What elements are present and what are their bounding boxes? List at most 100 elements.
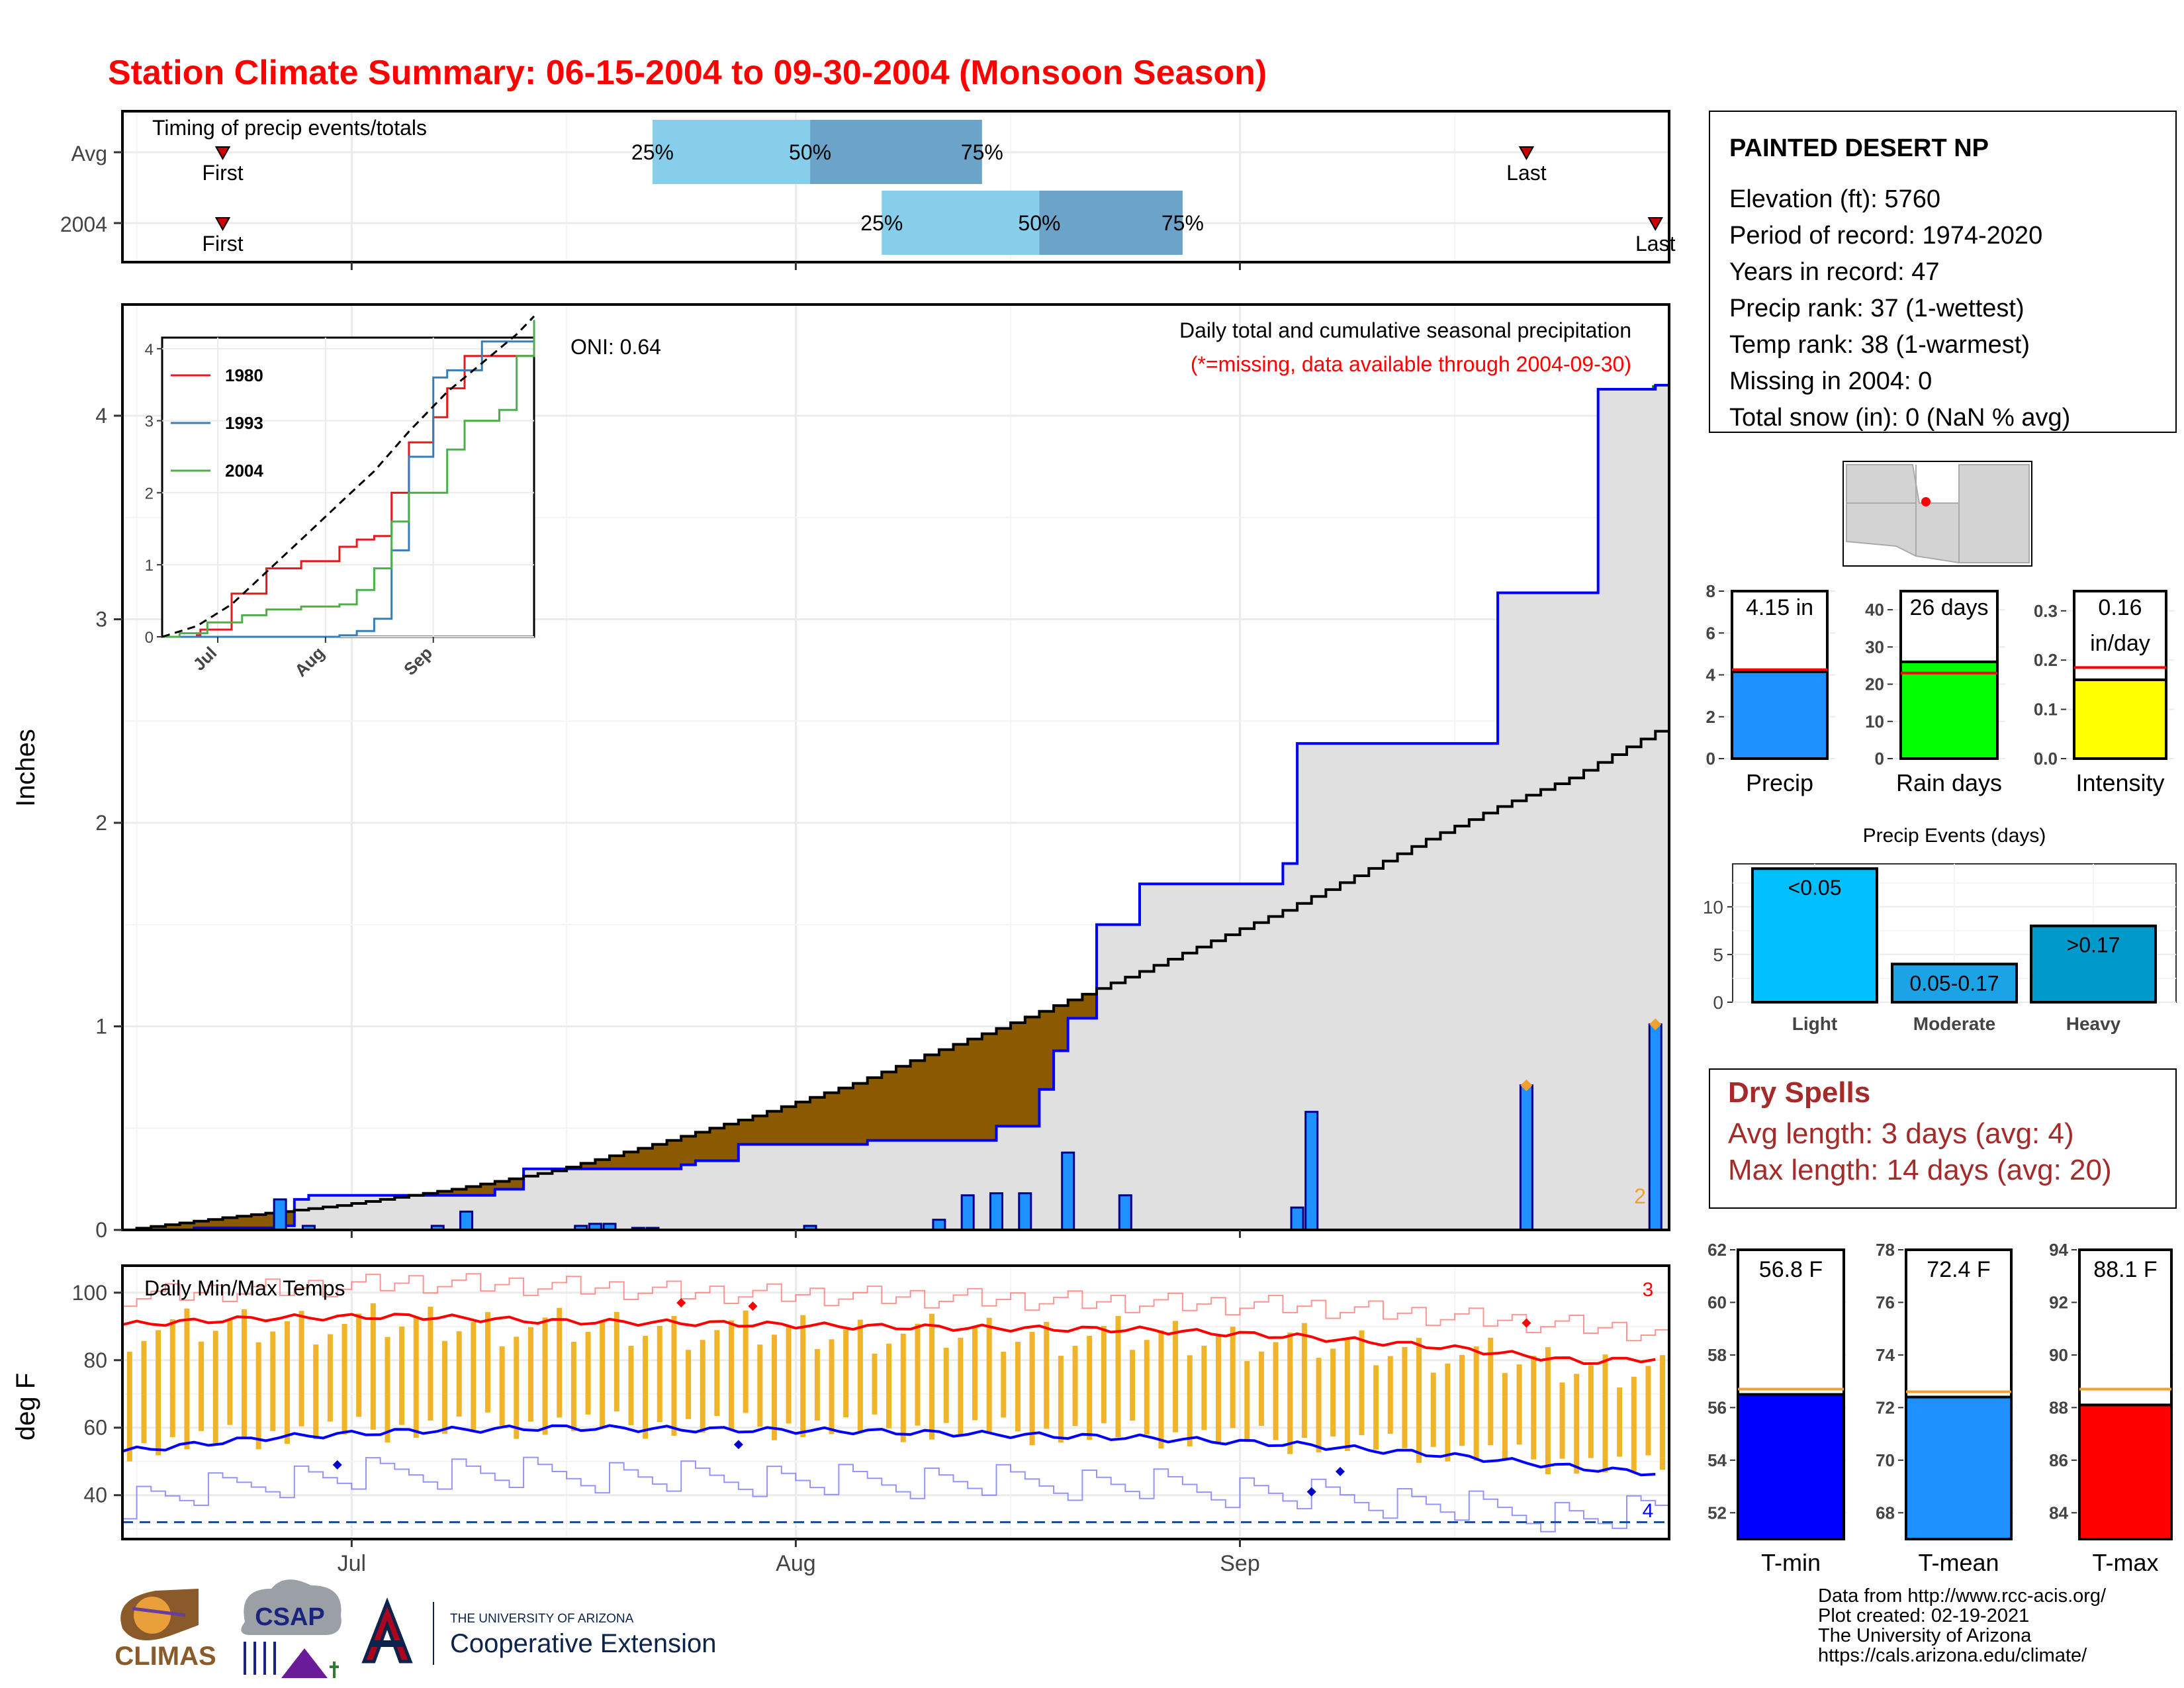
daily-temp-bar bbox=[1344, 1339, 1350, 1451]
temp-bar-tick: 78 bbox=[1876, 1240, 1895, 1260]
daily-temp-bar bbox=[184, 1308, 190, 1450]
daily-temp-bar bbox=[857, 1319, 863, 1431]
record-precip-marker bbox=[1520, 1079, 1533, 1092]
summary-bar-value-label: 0.16 bbox=[2098, 595, 2142, 620]
daily-temp-bar bbox=[843, 1329, 849, 1418]
summary-bar-tick: 2 bbox=[1706, 707, 1715, 727]
events-bar-light bbox=[1751, 867, 1878, 1004]
daily-temp-bar bbox=[1244, 1361, 1250, 1442]
daily-temp-bar bbox=[972, 1327, 978, 1421]
daily-precip-bar bbox=[932, 1219, 946, 1231]
summary-bar-value bbox=[2073, 678, 2167, 760]
record-low-marker bbox=[1336, 1467, 1345, 1477]
summary-bar-rain-days: 0 10 20 30 40 26 days Rain days bbox=[1865, 590, 2005, 796]
precip-ylabel: Inches bbox=[11, 729, 40, 807]
precip-heading: Daily total and cumulative seasonal prec… bbox=[1179, 318, 1631, 342]
daily-temp-bar bbox=[1158, 1330, 1164, 1449]
precip-ytick-label: 3 bbox=[95, 608, 107, 632]
daily-temp-bar bbox=[169, 1319, 175, 1438]
timing-quantile-label: 50% bbox=[789, 140, 831, 164]
temp-bar-t-mean: 68 70 72 74 76 78 72.4 F T-mean bbox=[1876, 1240, 2014, 1576]
page-title: Station Climate Summary: 06-15-2004 to 0… bbox=[108, 54, 1267, 92]
daily-temp-bar bbox=[141, 1340, 147, 1444]
daily-temp-bar bbox=[1216, 1336, 1222, 1444]
daily-temp-bar bbox=[1473, 1346, 1479, 1461]
daily-temp-bar bbox=[1430, 1372, 1436, 1447]
daily-precip-bar bbox=[459, 1210, 474, 1231]
summary-bar-tick: 8 bbox=[1706, 581, 1715, 601]
record-precip-marker bbox=[1649, 1018, 1662, 1031]
dry-spells-avg: Avg length: 3 days (avg: 4) bbox=[1728, 1117, 2074, 1150]
daily-temp-bar bbox=[1445, 1363, 1451, 1462]
inset-ytick-label: 4 bbox=[145, 341, 154, 359]
daily-temp-bar bbox=[1072, 1346, 1078, 1427]
daily-temp-bar bbox=[943, 1347, 949, 1423]
summary-bar-label: Precip bbox=[1746, 769, 1813, 796]
daily-temp-bar bbox=[1044, 1321, 1050, 1429]
temp-bar-tick: 74 bbox=[1876, 1345, 1895, 1365]
daily-temp-bar bbox=[557, 1307, 563, 1418]
daily-temp-bar bbox=[800, 1315, 806, 1438]
inset-ytick-label: 1 bbox=[145, 557, 154, 575]
daily-temp-bar bbox=[212, 1331, 218, 1444]
temp-bar-tick: 86 bbox=[2049, 1450, 2068, 1470]
daily-temp-bar bbox=[341, 1323, 347, 1434]
daily-temp-bar bbox=[442, 1340, 448, 1434]
record-low-marker bbox=[1306, 1487, 1316, 1497]
temp-panel: 40 60 80 100 Daily Min/Max Temps deg F 3 4 bbox=[11, 1264, 1670, 1540]
precip-ytick-label: 2 bbox=[95, 811, 107, 835]
daily-temp-bar bbox=[1029, 1331, 1035, 1446]
temp-bar-tick: 90 bbox=[2049, 1345, 2068, 1365]
events-bar-heavy bbox=[2030, 924, 2157, 1004]
timing-quantile-label: 25% bbox=[631, 140, 674, 164]
daily-precip-bar bbox=[1118, 1194, 1132, 1231]
daily-temp-bar bbox=[585, 1331, 591, 1415]
daily-temp-bar bbox=[657, 1326, 662, 1423]
daily-temp-bar bbox=[1187, 1355, 1193, 1447]
daily-precip-bar bbox=[1061, 1151, 1075, 1231]
events-bar-moderate bbox=[1891, 962, 2018, 1004]
temp-bar-tick: 94 bbox=[2049, 1240, 2068, 1260]
daily-temp-bar bbox=[1144, 1340, 1150, 1434]
daily-temp-bar bbox=[514, 1336, 520, 1439]
precip-subheading: (*=missing, data available through 2004-… bbox=[1191, 352, 1631, 376]
inset-ytick-label: 0 bbox=[145, 629, 154, 647]
footer-line: Plot created: 02-19-2021 bbox=[1818, 1605, 2029, 1626]
timing-row-label-avg: Avg bbox=[71, 142, 107, 165]
daily-temp-bar bbox=[614, 1311, 619, 1412]
daily-temp-bar bbox=[126, 1352, 132, 1462]
daily-temp-bar bbox=[643, 1336, 649, 1439]
footer-line: The University of Arizona bbox=[1818, 1625, 2032, 1646]
events-category-label: Moderate bbox=[1913, 1013, 1995, 1034]
daily-temp-bar bbox=[1287, 1333, 1293, 1454]
oni-label: ONI: 0.64 bbox=[570, 335, 661, 359]
record-high-marker bbox=[1522, 1318, 1531, 1328]
temp-bar-tick: 70 bbox=[1876, 1450, 1895, 1470]
timing-quantile-label: 50% bbox=[1018, 211, 1060, 235]
temp-bar-tick: 58 bbox=[1707, 1345, 1727, 1365]
events-bar-label: 0.05-0.17 bbox=[1909, 971, 1999, 995]
summary-bar-tick: 0 bbox=[1875, 749, 1884, 769]
inset-line-2004 bbox=[162, 320, 535, 638]
daily-temp-bar bbox=[1645, 1366, 1651, 1456]
daily-temp-bar bbox=[686, 1350, 692, 1419]
temp-bar-t-max: 84 86 88 90 92 94 88.1 F T-max bbox=[2049, 1240, 2174, 1576]
daily-temp-bar bbox=[1602, 1354, 1608, 1473]
events-bar-label: <0.05 bbox=[1788, 876, 1842, 900]
station-info-line: Temp rank: 38 (1-warmest) bbox=[1729, 331, 2030, 359]
daily-precip-bar bbox=[960, 1194, 975, 1231]
daily-temp-bar bbox=[542, 1317, 548, 1435]
daily-temp-bar bbox=[499, 1346, 505, 1426]
events-ytick: 5 bbox=[1713, 945, 1723, 965]
summary-bar-tick: 0.3 bbox=[2034, 601, 2058, 621]
inset-line-avg bbox=[161, 315, 535, 638]
daily-temp-bar bbox=[771, 1335, 777, 1440]
inset-line-1980 bbox=[162, 355, 534, 638]
station-info-line: Elevation (ft): 5760 bbox=[1729, 185, 1940, 213]
daily-temp-bar bbox=[1001, 1352, 1007, 1418]
daily-temp-bar bbox=[199, 1341, 205, 1431]
daily-temp-bar bbox=[900, 1333, 906, 1442]
daily-temp-bar bbox=[399, 1327, 405, 1425]
daily-temp-bar bbox=[1459, 1354, 1465, 1446]
avg-tmax-line bbox=[122, 1313, 1656, 1366]
